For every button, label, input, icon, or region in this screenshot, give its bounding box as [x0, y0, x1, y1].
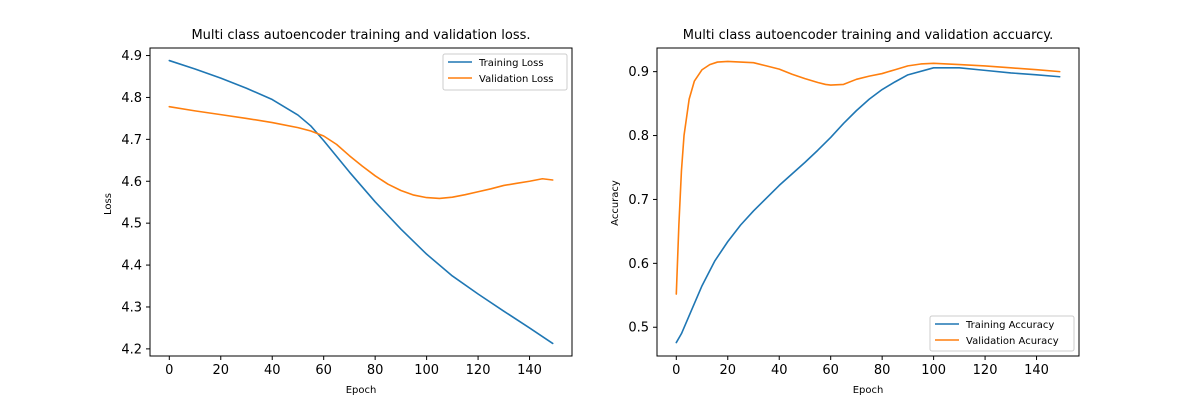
accuracy-x-tick-label: 100 — [921, 363, 946, 378]
loss-x-tick-label: 0 — [165, 363, 173, 378]
accuracy-y-tick-label: 0.9 — [628, 65, 649, 80]
loss-series-line-validation — [168, 105, 554, 200]
accuracy-x-tick-label: 40 — [771, 363, 788, 378]
loss-y-tick-label: 4.7 — [121, 133, 142, 148]
loss-x-tick-label: 20 — [212, 363, 229, 378]
accuracy-chart-title: Multi class autoencoder training and val… — [683, 28, 1054, 43]
accuracy-x-axis-label: Epoch — [853, 385, 884, 396]
loss-y-tick-label: 4.5 — [121, 217, 142, 232]
loss-legend-box — [442, 53, 568, 91]
loss-ticks: 0 20 40 60 80 100 120 140 4.2 4.3 4.4 4.5 4.6 4.7 4.8 4… — [121, 49, 542, 378]
accuracy-y-tick-label: 0.8 — [628, 129, 649, 144]
loss-chart-title: Multi class autoencoder training and val… — [191, 28, 530, 43]
accuracy-y-tick-label: 0.6 — [628, 257, 649, 272]
loss-x-tick-label: 120 — [466, 363, 491, 378]
loss-y-tick-label: 4.2 — [121, 342, 142, 357]
accuracy-legend-label-validation: Validation Acuracy — [966, 336, 1059, 347]
accuracy-x-tick-label: 80 — [874, 363, 891, 378]
loss-y-axis-label: Loss — [103, 193, 114, 215]
loss-y-tick-label: 4.3 — [121, 300, 142, 315]
accuracy-series-line-validation — [675, 60, 1061, 295]
loss-y-tick-label: 4.8 — [121, 91, 142, 106]
loss-x-tick-label: 80 — [367, 363, 384, 378]
accuracy-y-tick-label: 0.7 — [628, 193, 649, 208]
loss-legend: Training Loss Validation Loss — [442, 53, 568, 91]
loss-legend-label-validation: Validation Loss — [479, 74, 554, 85]
loss-y-tick-label: 4.9 — [121, 49, 142, 64]
accuracy-y-tick-label: 0.5 — [628, 321, 649, 336]
accuracy-legend: Training Accuracy Validation Acuracy — [929, 315, 1075, 352]
accuracy-chart: Multi class autoencoder training and val… — [610, 28, 1080, 396]
loss-chart: Multi class autoencoder training and val… — [103, 28, 573, 396]
loss-y-tick-label: 4.6 — [121, 175, 142, 190]
accuracy-y-axis-label: Accuracy — [610, 180, 621, 226]
loss-lines — [168, 59, 554, 345]
accuracy-x-tick-label: 20 — [719, 363, 736, 378]
loss-x-tick-label: 100 — [414, 363, 439, 378]
accuracy-x-tick-label: 0 — [672, 363, 680, 378]
accuracy-x-tick-label: 60 — [822, 363, 839, 378]
accuracy-legend-box — [929, 315, 1075, 352]
accuracy-x-tick-label: 140 — [1024, 363, 1049, 378]
accuracy-plot-frame — [656, 47, 1080, 357]
loss-x-tick-label: 40 — [264, 363, 281, 378]
loss-plot-frame — [149, 47, 573, 357]
loss-series-line-training — [168, 59, 554, 345]
accuracy-lines — [675, 60, 1061, 344]
loss-x-axis-label: Epoch — [346, 385, 377, 396]
loss-x-tick-label: 140 — [517, 363, 542, 378]
loss-legend-label-training: Training Loss — [478, 58, 544, 69]
accuracy-legend-label-training: Training Accuracy — [965, 320, 1054, 331]
loss-x-tick-label: 60 — [315, 363, 332, 378]
accuracy-series-line-training — [675, 67, 1061, 344]
loss-y-tick-label: 4.4 — [121, 259, 142, 274]
accuracy-x-tick-label: 120 — [973, 363, 998, 378]
accuracy-ticks: 0 20 40 60 80 100 120 140 0.5 0.6 0.7 0.8 0.9 — [628, 65, 1049, 378]
